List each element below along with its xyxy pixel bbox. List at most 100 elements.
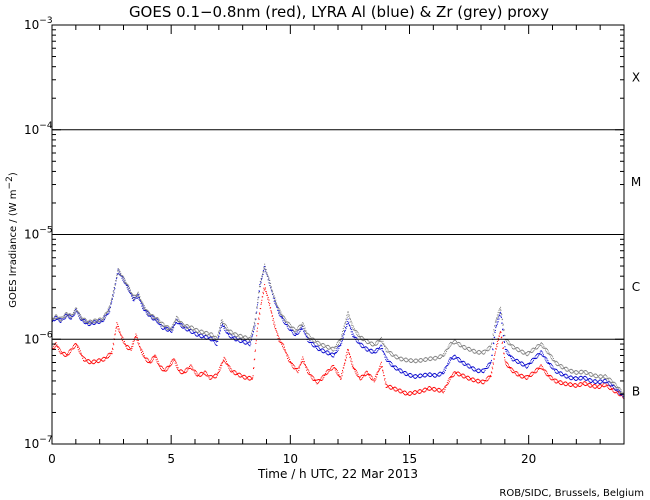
data-point xyxy=(204,331,206,333)
data-point xyxy=(402,391,404,393)
data-point xyxy=(220,326,222,328)
data-point xyxy=(252,328,254,330)
data-point xyxy=(241,376,243,378)
data-point xyxy=(391,363,393,365)
data-point xyxy=(392,355,394,357)
data-point xyxy=(521,373,523,375)
data-point xyxy=(570,379,572,381)
data-point xyxy=(122,341,124,343)
data-point xyxy=(180,323,182,325)
data-point xyxy=(239,373,241,375)
data-point xyxy=(380,338,382,339)
data-point xyxy=(449,361,451,363)
data-point xyxy=(479,350,481,352)
data-point xyxy=(164,325,166,327)
data-point xyxy=(104,315,106,317)
data-point xyxy=(490,359,492,361)
data-point xyxy=(357,375,359,377)
data-point xyxy=(396,354,398,356)
data-point xyxy=(585,373,587,375)
data-point xyxy=(245,335,247,337)
data-point xyxy=(427,375,429,377)
data-point xyxy=(278,340,280,342)
data-point xyxy=(108,310,110,312)
data-point xyxy=(357,335,359,337)
data-point xyxy=(364,346,366,348)
data-point xyxy=(533,359,535,361)
data-point xyxy=(294,331,296,333)
data-point xyxy=(437,391,439,393)
data-point xyxy=(616,392,618,394)
data-point xyxy=(575,376,577,378)
data-point xyxy=(620,389,622,391)
data-point xyxy=(274,324,276,326)
data-point xyxy=(573,370,575,372)
data-point xyxy=(600,386,602,388)
data-point xyxy=(146,309,148,311)
data-point xyxy=(116,273,118,275)
data-point xyxy=(367,347,369,349)
data-point xyxy=(456,374,458,376)
data-point xyxy=(97,362,99,364)
data-point xyxy=(158,321,160,323)
data-point xyxy=(225,359,227,361)
data-point xyxy=(251,333,253,335)
data-point xyxy=(356,371,358,373)
data-point xyxy=(283,323,285,325)
data-point xyxy=(120,272,122,274)
data-point xyxy=(318,346,320,348)
data-point xyxy=(446,384,448,386)
data-point xyxy=(123,282,125,284)
data-point xyxy=(454,373,456,375)
data-point xyxy=(200,375,202,377)
data-point xyxy=(148,360,150,362)
data-point xyxy=(453,371,455,373)
data-point xyxy=(245,376,247,378)
data-point xyxy=(336,370,338,372)
data-point xyxy=(179,371,181,373)
data-point xyxy=(243,377,245,379)
data-point xyxy=(390,361,392,363)
data-point xyxy=(158,323,160,325)
data-point xyxy=(388,362,390,364)
data-point xyxy=(250,343,252,345)
data-point xyxy=(322,343,324,345)
data-point xyxy=(376,343,378,345)
data-point xyxy=(347,318,349,320)
data-point xyxy=(67,351,69,353)
data-point xyxy=(249,336,251,338)
data-point xyxy=(74,308,76,310)
data-point xyxy=(536,353,538,355)
data-point xyxy=(330,354,332,356)
data-point xyxy=(328,345,330,347)
data-point xyxy=(597,381,599,383)
data-point xyxy=(590,382,592,384)
data-point xyxy=(366,347,368,349)
data-point xyxy=(263,287,265,289)
data-point xyxy=(563,381,565,383)
data-point xyxy=(523,362,525,364)
data-point xyxy=(158,364,160,366)
data-point xyxy=(511,344,513,346)
data-point xyxy=(263,289,265,291)
data-point xyxy=(303,323,305,325)
data-point xyxy=(538,368,540,370)
data-point xyxy=(331,346,333,348)
data-point xyxy=(207,336,209,338)
data-point xyxy=(181,370,183,372)
data-point xyxy=(158,320,160,322)
data-point xyxy=(278,310,280,312)
data-point xyxy=(163,370,165,372)
data-point xyxy=(431,373,433,375)
data-point xyxy=(413,374,415,376)
data-point xyxy=(109,305,111,307)
data-point xyxy=(187,330,189,332)
data-point xyxy=(489,375,491,377)
data-point xyxy=(239,342,241,344)
data-point xyxy=(102,357,104,359)
data-point xyxy=(465,346,467,348)
data-point xyxy=(612,390,614,392)
data-point xyxy=(193,327,195,329)
data-point xyxy=(440,371,442,373)
data-point xyxy=(471,349,473,351)
